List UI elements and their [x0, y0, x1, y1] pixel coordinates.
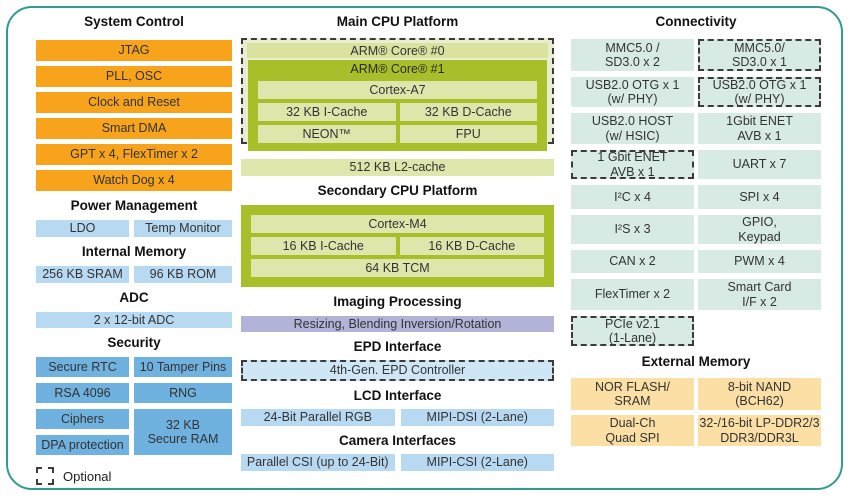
block-pcie-optional: PCIe v2.1 (1-Lane) — [571, 316, 694, 346]
block-cortex-m4: Cortex-M4 — [251, 215, 544, 233]
block-arm-core0: ARM® Core® #0 — [247, 43, 548, 58]
adc-title: ADC — [119, 290, 149, 305]
connectivity-title: Connectivity — [655, 14, 737, 29]
block-pll-osc: PLL, OSC — [36, 66, 232, 87]
block-imaging: Resizing, Blending Inversion/Rotation — [241, 316, 554, 332]
cortex-m4-box: Cortex-M4 16 KB I-Cache 16 KB D-Cache 64… — [241, 205, 554, 287]
block-rom: 96 KB ROM — [134, 266, 232, 283]
block-secure-ram: 32 KB Secure RAM — [134, 409, 232, 455]
power-management-title: Power Management — [70, 198, 198, 213]
block-1gbit-enet-avb-optional: 1 Gbit ENET AVB x 1 — [571, 150, 694, 179]
block-mipi-dsi: MIPI-DSI (2-Lane) — [400, 409, 554, 426]
camera-blocks: Parallel CSI (up to 24-Bit) MIPI-CSI (2-… — [241, 454, 554, 471]
block-rsa: RSA 4096 — [36, 383, 129, 403]
block-usb-otg: USB2.0 OTG x 1 (w/ PHY) — [571, 77, 694, 107]
block-usb-host-hsic: USB2.0 HOST (w/ HSIC) — [571, 113, 694, 144]
system-control-title: System Control — [84, 14, 184, 29]
optional-dashed-box-icon — [36, 467, 54, 485]
block-mmc-sd-x2: MMC5.0 / SD3.0 x 2 — [571, 39, 694, 71]
block-sram: 256 KB SRAM — [36, 266, 129, 283]
block-watchdog: Watch Dog x 4 — [36, 170, 232, 191]
external-memory-title: External Memory — [641, 354, 751, 369]
block-parallel-rgb: 24-Bit Parallel RGB — [241, 409, 395, 426]
block-neon: NEON™ — [258, 125, 396, 143]
imaging-title: Imaging Processing — [333, 294, 462, 309]
block-i2s: I²S x 3 — [571, 215, 694, 244]
a7-neon-fpu-row: NEON™ FPU — [258, 125, 537, 143]
arm-core0-optional-wrap: ARM® Core® #0 ARM® Core® #1 Cortex-A7 32… — [241, 38, 554, 151]
connectivity-blocks: MMC5.0 / SD3.0 x 2 MMC5.0/ SD3.0 x 1 USB… — [571, 39, 821, 346]
block-smartcard: Smart Card I/F x 2 — [698, 279, 821, 310]
block-jtag: JTAG — [36, 40, 232, 61]
block-gpio-keypad: GPIO, Keypad — [698, 215, 821, 244]
block-8bit-nand: 8-bit NAND (BCH62) — [698, 378, 821, 410]
block-gpt-flextimer: GPT x 4, FlexTimer x 2 — [36, 144, 232, 165]
block-usb-otg-optional: USB2.0 OTG x 1 (w/ PHY) — [698, 77, 821, 107]
block-arm-core1: ARM® Core® #1 — [350, 62, 445, 76]
left-column: System Control JTAG PLL, OSC Clock and R… — [36, 14, 232, 485]
m4-cache-row: 16 KB I-Cache 16 KB D-Cache — [251, 237, 544, 255]
system-control-blocks: JTAG PLL, OSC Clock and Reset Smart DMA … — [36, 40, 232, 191]
block-ldo: LDO — [36, 220, 129, 237]
block-lpddr-ddr3: 32-/16-bit LP-DDR2/3 DDR3/DDR3L — [698, 415, 821, 446]
block-can: CAN x 2 — [571, 250, 694, 273]
block-m4-dcache: 16 KB D-Cache — [399, 237, 544, 255]
block-quad-spi: Dual-Ch Quad SPI — [571, 415, 694, 446]
block-secure-rtc: Secure RTC — [36, 357, 129, 377]
lcd-blocks: 24-Bit Parallel RGB MIPI-DSI (2-Lane) — [241, 409, 554, 426]
middle-column: Main CPU Platform ARM® Core® #0 ARM® Cor… — [241, 14, 554, 471]
block-mipi-csi: MIPI-CSI (2-Lane) — [400, 454, 554, 471]
main-cpu-title: Main CPU Platform — [336, 14, 459, 29]
optional-legend-label: Optional — [63, 468, 112, 484]
block-pwm: PWM x 4 — [698, 250, 821, 273]
block-flextimer: FlexTimer x 2 — [571, 279, 694, 310]
arm-core1-box: ARM® Core® #1 Cortex-A7 32 KB I-Cache 32… — [248, 60, 547, 151]
lcd-title: LCD Interface — [353, 388, 442, 403]
external-memory-blocks: NOR FLASH/ SRAM 8-bit NAND (BCH62) Dual-… — [571, 378, 821, 446]
block-clock-reset: Clock and Reset — [36, 92, 232, 113]
secondary-cpu-title: Secondary CPU Platform — [317, 183, 478, 198]
optional-legend: Optional — [36, 467, 232, 485]
camera-title: Camera Interfaces — [338, 433, 457, 448]
security-title: Security — [107, 335, 161, 350]
epd-title: EPD Interface — [353, 339, 442, 354]
block-fpu: FPU — [399, 125, 537, 143]
block-mmc-sd-x1-optional: MMC5.0/ SD3.0 x 1 — [698, 39, 821, 71]
block-uart: UART x 7 — [698, 150, 821, 179]
block-dpa-protection: DPA protection — [36, 435, 129, 455]
internal-memory-blocks: 256 KB SRAM 96 KB ROM — [36, 266, 232, 283]
block-rng: RNG — [134, 383, 232, 403]
block-spi: SPI x 4 — [698, 185, 821, 209]
right-column: Connectivity MMC5.0 / SD3.0 x 2 MMC5.0/ … — [571, 14, 821, 446]
block-adc: 2 x 12-bit ADC — [36, 312, 232, 328]
power-management-blocks: LDO Temp Monitor — [36, 220, 232, 237]
block-epd-controller-optional: 4th-Gen. EPD Controller — [241, 360, 554, 381]
block-cortex-a7: Cortex-A7 — [258, 81, 537, 99]
internal-memory-title: Internal Memory — [81, 244, 187, 259]
block-a7-icache: 32 KB I-Cache — [258, 103, 396, 121]
block-ciphers: Ciphers — [36, 409, 129, 429]
block-parallel-csi: Parallel CSI (up to 24-Bit) — [241, 454, 395, 471]
security-blocks: Secure RTC 10 Tamper Pins RSA 4096 RNG C… — [36, 357, 232, 455]
block-smart-dma: Smart DMA — [36, 118, 232, 139]
block-i2c: I²C x 4 — [571, 185, 694, 209]
block-l2-cache: 512 KB L2-cache — [241, 159, 554, 176]
block-a7-dcache: 32 KB D-Cache — [399, 103, 537, 121]
a7-cache-row: 32 KB I-Cache 32 KB D-Cache — [258, 103, 537, 121]
block-m4-icache: 16 KB I-Cache — [251, 237, 396, 255]
diagram-border-frame — [6, 6, 843, 490]
block-tcm: 64 KB TCM — [251, 259, 544, 277]
block-temp-monitor: Temp Monitor — [134, 220, 232, 237]
block-1gbit-enet-avb: 1Gbit ENET AVB x 1 — [698, 113, 821, 144]
block-nor-flash-sram: NOR FLASH/ SRAM — [571, 378, 694, 410]
block-tamper-pins: 10 Tamper Pins — [134, 357, 232, 377]
